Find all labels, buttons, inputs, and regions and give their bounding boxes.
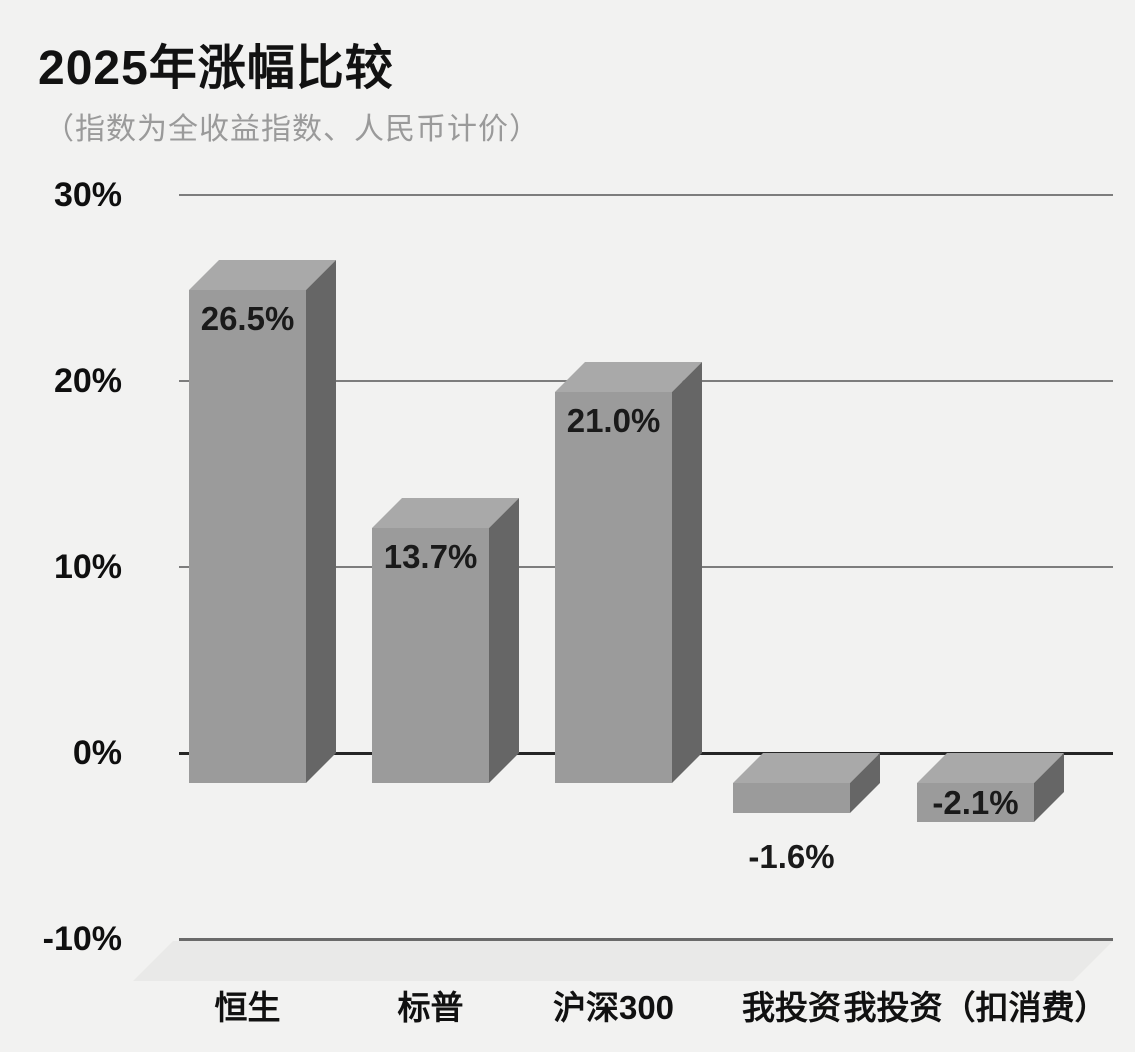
- bar-front-face: [372, 528, 489, 783]
- bar-side-face: [306, 260, 336, 783]
- bar-value-label-4: -2.1%: [932, 783, 1019, 821]
- bar-front-face: [733, 783, 850, 813]
- category-label-4: 我投资（扣消费）: [843, 989, 1108, 1026]
- category-label-2: 沪深300: [552, 989, 675, 1026]
- bar-value-label-1: 13.7%: [383, 538, 478, 575]
- bar-2-沪深300: [555, 362, 702, 783]
- chart-floor: [133, 941, 1113, 981]
- gridline-30%: [179, 194, 1113, 196]
- bar-value-label-2: 21.0%: [566, 402, 661, 439]
- bar-3-我投资: [733, 753, 880, 813]
- bar-front-face: [189, 290, 306, 783]
- y-axis-tick-30%: 30%: [53, 176, 122, 214]
- bar-4-我投资（扣消费）: [917, 753, 1064, 822]
- y-axis-tick--10%: -10%: [42, 920, 122, 958]
- bar-value-label-3: -1.6%: [748, 838, 835, 875]
- category-label-3: 我投资: [742, 989, 841, 1026]
- category-label-1: 标普: [397, 989, 464, 1026]
- category-label-0: 恒生: [214, 989, 281, 1026]
- bar-side-face: [672, 362, 702, 783]
- bar-0-恒生: [189, 260, 336, 783]
- bar-value-label-0: 26.5%: [200, 300, 295, 337]
- y-axis-tick-20%: 20%: [53, 362, 122, 400]
- gridline--10%: [179, 938, 1113, 941]
- bar-side-face: [489, 498, 519, 783]
- y-axis-tick-0%: 0%: [72, 734, 122, 772]
- y-axis-tick-10%: 10%: [53, 548, 122, 586]
- chart-subtitle: （指数为全收益指数、人民币计价）: [44, 113, 540, 146]
- chart-title: 2025年涨幅比较: [38, 42, 394, 95]
- bar-front-face: [555, 392, 672, 783]
- bar-1-标普: [372, 498, 519, 783]
- bar-front-face: [917, 783, 1034, 822]
